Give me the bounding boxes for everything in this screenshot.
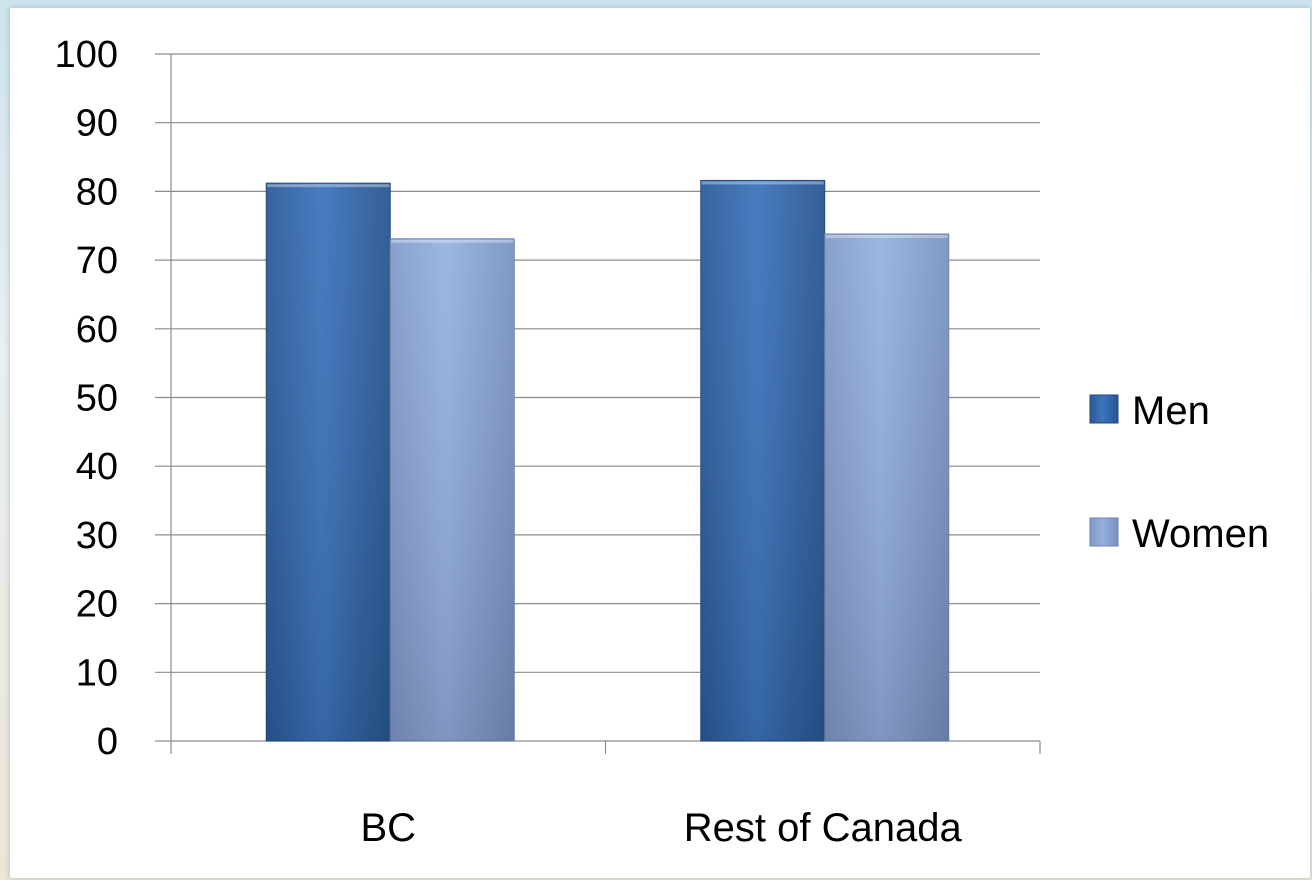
y-tick-label: 10 <box>76 652 118 694</box>
y-tick-label: 70 <box>76 240 118 282</box>
legend-label-women: Women <box>1132 512 1269 556</box>
bar-highlight-men-0 <box>267 184 390 188</box>
bar-shade-men-1 <box>700 180 825 741</box>
x-category-label: Rest of Canada <box>684 806 963 850</box>
legend-swatch-men <box>1089 394 1119 424</box>
y-tick-label: 0 <box>97 721 118 763</box>
bar-shade-women-1 <box>824 233 949 741</box>
bar-highlight-women-0 <box>391 239 514 243</box>
y-tick-label: 40 <box>76 446 118 488</box>
y-tick-label: 100 <box>55 34 118 76</box>
x-category-label: BC <box>360 806 416 850</box>
y-tick-label: 60 <box>76 309 118 351</box>
y-tick-label: 90 <box>76 103 118 145</box>
bar-shade-men-0 <box>266 183 391 741</box>
chart-frame <box>10 8 1310 878</box>
y-tick-label: 30 <box>76 515 118 557</box>
bar-shade-women-0 <box>390 238 515 742</box>
category-labels: BC Rest of Canada <box>360 806 962 850</box>
bar-highlight-men-1 <box>701 181 824 185</box>
y-tick-labels: 0 10 20 30 40 50 60 70 80 90 100 <box>55 34 118 763</box>
y-tick-label: 20 <box>76 584 118 626</box>
bars <box>265 179 950 742</box>
y-tick-label: 50 <box>76 378 118 420</box>
y-tick-label: 80 <box>76 171 118 213</box>
bar-highlight-women-1 <box>825 234 948 238</box>
legend-swatch-women <box>1089 517 1119 547</box>
legend-label-men: Men <box>1132 389 1210 433</box>
legend: Men Women <box>1089 389 1269 556</box>
